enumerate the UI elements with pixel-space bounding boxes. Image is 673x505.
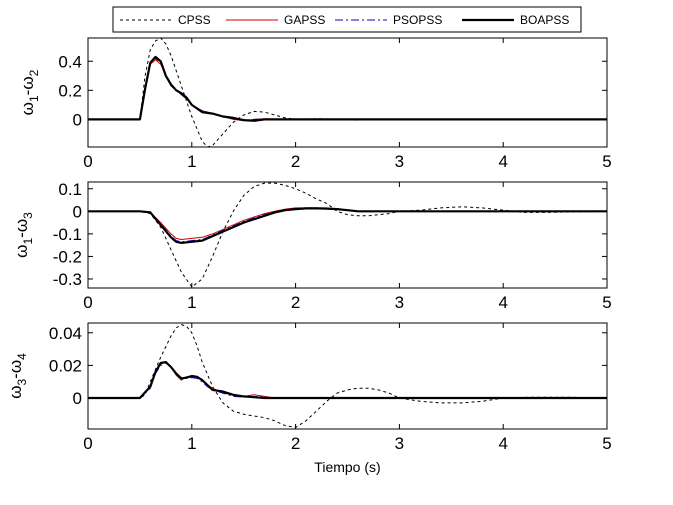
x-tick-label: 2 xyxy=(291,434,300,453)
axes-box xyxy=(87,322,608,430)
x-tick-label: 3 xyxy=(395,152,404,171)
series-group xyxy=(88,38,607,147)
legend-label-gapss: GAPSS xyxy=(284,13,325,27)
y-tick-label: 0.4 xyxy=(58,52,82,71)
y-tick-label: 0 xyxy=(73,202,82,221)
x-tick-label: 2 xyxy=(291,152,300,171)
x-tick-label: 4 xyxy=(498,152,507,171)
x-tick-label: 2 xyxy=(291,293,300,312)
axes-box xyxy=(87,37,608,148)
x-tick-label: 5 xyxy=(602,152,611,171)
y-tick-label: 0.02 xyxy=(49,356,82,375)
y-axis-label: ω3-ω4 xyxy=(6,353,29,399)
x-tick-label: 4 xyxy=(498,293,507,312)
series-line-psopss xyxy=(88,207,607,243)
x-tick-label: 0 xyxy=(83,434,92,453)
subplot-3: 0 1 2 3 4 5 0 0.02 0.04 ω3-ω4 Tiempo (s) xyxy=(6,322,612,475)
y-tick-label: 0.1 xyxy=(58,180,82,199)
x-tick-label: 0 xyxy=(83,152,92,171)
x-tick-label: 1 xyxy=(187,434,196,453)
y-axis-label: ω1-ω3 xyxy=(12,212,35,258)
x-tick-label: 5 xyxy=(602,293,611,312)
series-line-gapss xyxy=(88,59,607,122)
y-tick-label: 0.2 xyxy=(58,81,82,100)
series-group xyxy=(88,182,607,288)
x-tick-label: 4 xyxy=(498,434,507,453)
x-axis-label: Tiempo (s) xyxy=(314,459,380,475)
legend-label-psopss: PSOPSS xyxy=(393,13,442,27)
y-tick-label: 0.04 xyxy=(49,324,82,343)
x-tick-label: 0 xyxy=(83,293,92,312)
x-tick-label: 3 xyxy=(395,293,404,312)
series-line-cpss xyxy=(88,324,607,428)
series-line-gapss xyxy=(88,361,607,399)
series-group xyxy=(88,324,607,428)
series-line-psopss xyxy=(88,57,607,121)
axes-box xyxy=(87,181,608,289)
series-line-boapss xyxy=(88,361,607,400)
series-line-cpss xyxy=(88,182,607,288)
x-tick-label: 1 xyxy=(187,152,196,171)
plots-container: 0 1 2 3 4 500.20.4ω1-ω20 1 2 3 4 5-0.3-0.2-0.100.1… xyxy=(6,37,612,475)
y-tick-label: -0.3 xyxy=(53,270,82,289)
series-line-boapss xyxy=(88,55,607,122)
y-tick-label: 0 xyxy=(73,389,82,408)
legend-label-boapss: BOAPSS xyxy=(520,13,569,27)
y-axis-label: ω1-ω2 xyxy=(18,69,41,115)
x-tick-label: 1 xyxy=(187,293,196,312)
series-line-cpss xyxy=(88,38,607,147)
subplot-2: 0 1 2 3 4 5 -0.3 -0.2 -0.1 0 0.1 ω1-ω3 xyxy=(12,180,612,312)
legend: CPSS GAPSS PSOPSS BOAPSS xyxy=(112,6,582,33)
series-line-psopss xyxy=(88,362,607,399)
y-tick-label: -0.2 xyxy=(53,247,82,266)
subplot-1: 0 1 2 3 4 5 0 0.2 0.4 ω1-ω2 xyxy=(18,37,612,171)
series-line-gapss xyxy=(88,207,607,240)
x-tick-label: 3 xyxy=(395,434,404,453)
y-tick-label: -0.1 xyxy=(53,225,82,244)
series-line-boapss xyxy=(88,207,607,244)
legend-label-cpss: CPSS xyxy=(178,13,211,27)
y-tick-label: 0 xyxy=(73,110,82,129)
x-tick-label: 5 xyxy=(602,434,611,453)
